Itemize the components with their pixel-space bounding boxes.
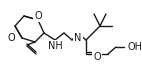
Text: N: N <box>74 33 82 43</box>
Text: O: O <box>7 33 15 43</box>
Text: OH: OH <box>127 42 142 52</box>
Text: NH: NH <box>48 41 62 51</box>
Text: O: O <box>34 11 42 21</box>
Text: O: O <box>93 52 101 62</box>
